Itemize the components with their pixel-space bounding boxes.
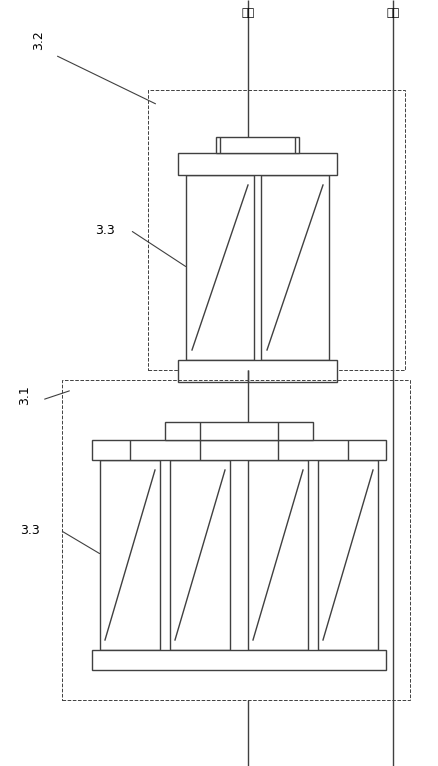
Bar xyxy=(100,460,159,650)
Text: 产水: 产水 xyxy=(385,8,399,18)
Bar xyxy=(215,137,298,153)
Bar xyxy=(317,460,377,650)
Bar xyxy=(148,90,404,370)
Bar xyxy=(92,650,385,670)
Bar xyxy=(177,153,336,175)
Text: 3.3: 3.3 xyxy=(20,523,40,536)
Bar xyxy=(177,360,336,382)
Bar xyxy=(170,460,230,650)
Text: 3.2: 3.2 xyxy=(32,30,45,50)
Text: 3.3: 3.3 xyxy=(95,224,114,237)
Bar xyxy=(92,440,385,460)
Bar xyxy=(247,460,307,650)
Bar xyxy=(261,175,328,360)
Text: 进水: 进水 xyxy=(241,8,254,18)
Bar xyxy=(62,380,409,700)
Text: 3.1: 3.1 xyxy=(18,385,31,404)
Bar xyxy=(186,175,254,360)
Bar xyxy=(165,422,312,440)
